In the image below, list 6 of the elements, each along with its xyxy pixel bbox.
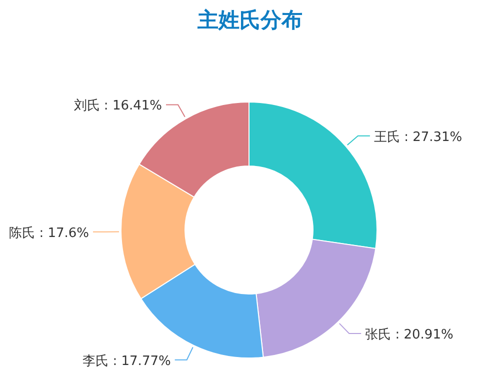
- chart-title: 主姓氏分布: [196, 8, 302, 32]
- slice-label: 陈氏 : 17.6%: [9, 226, 90, 241]
- slice-label: 张氏 : 20.91%: [365, 328, 454, 343]
- slice-label: 刘氏 : 16.41%: [74, 98, 162, 114]
- slice-label: 李氏 : 17.77%: [82, 354, 171, 369]
- slice-label: 王氏 : 27.31%: [374, 130, 462, 145]
